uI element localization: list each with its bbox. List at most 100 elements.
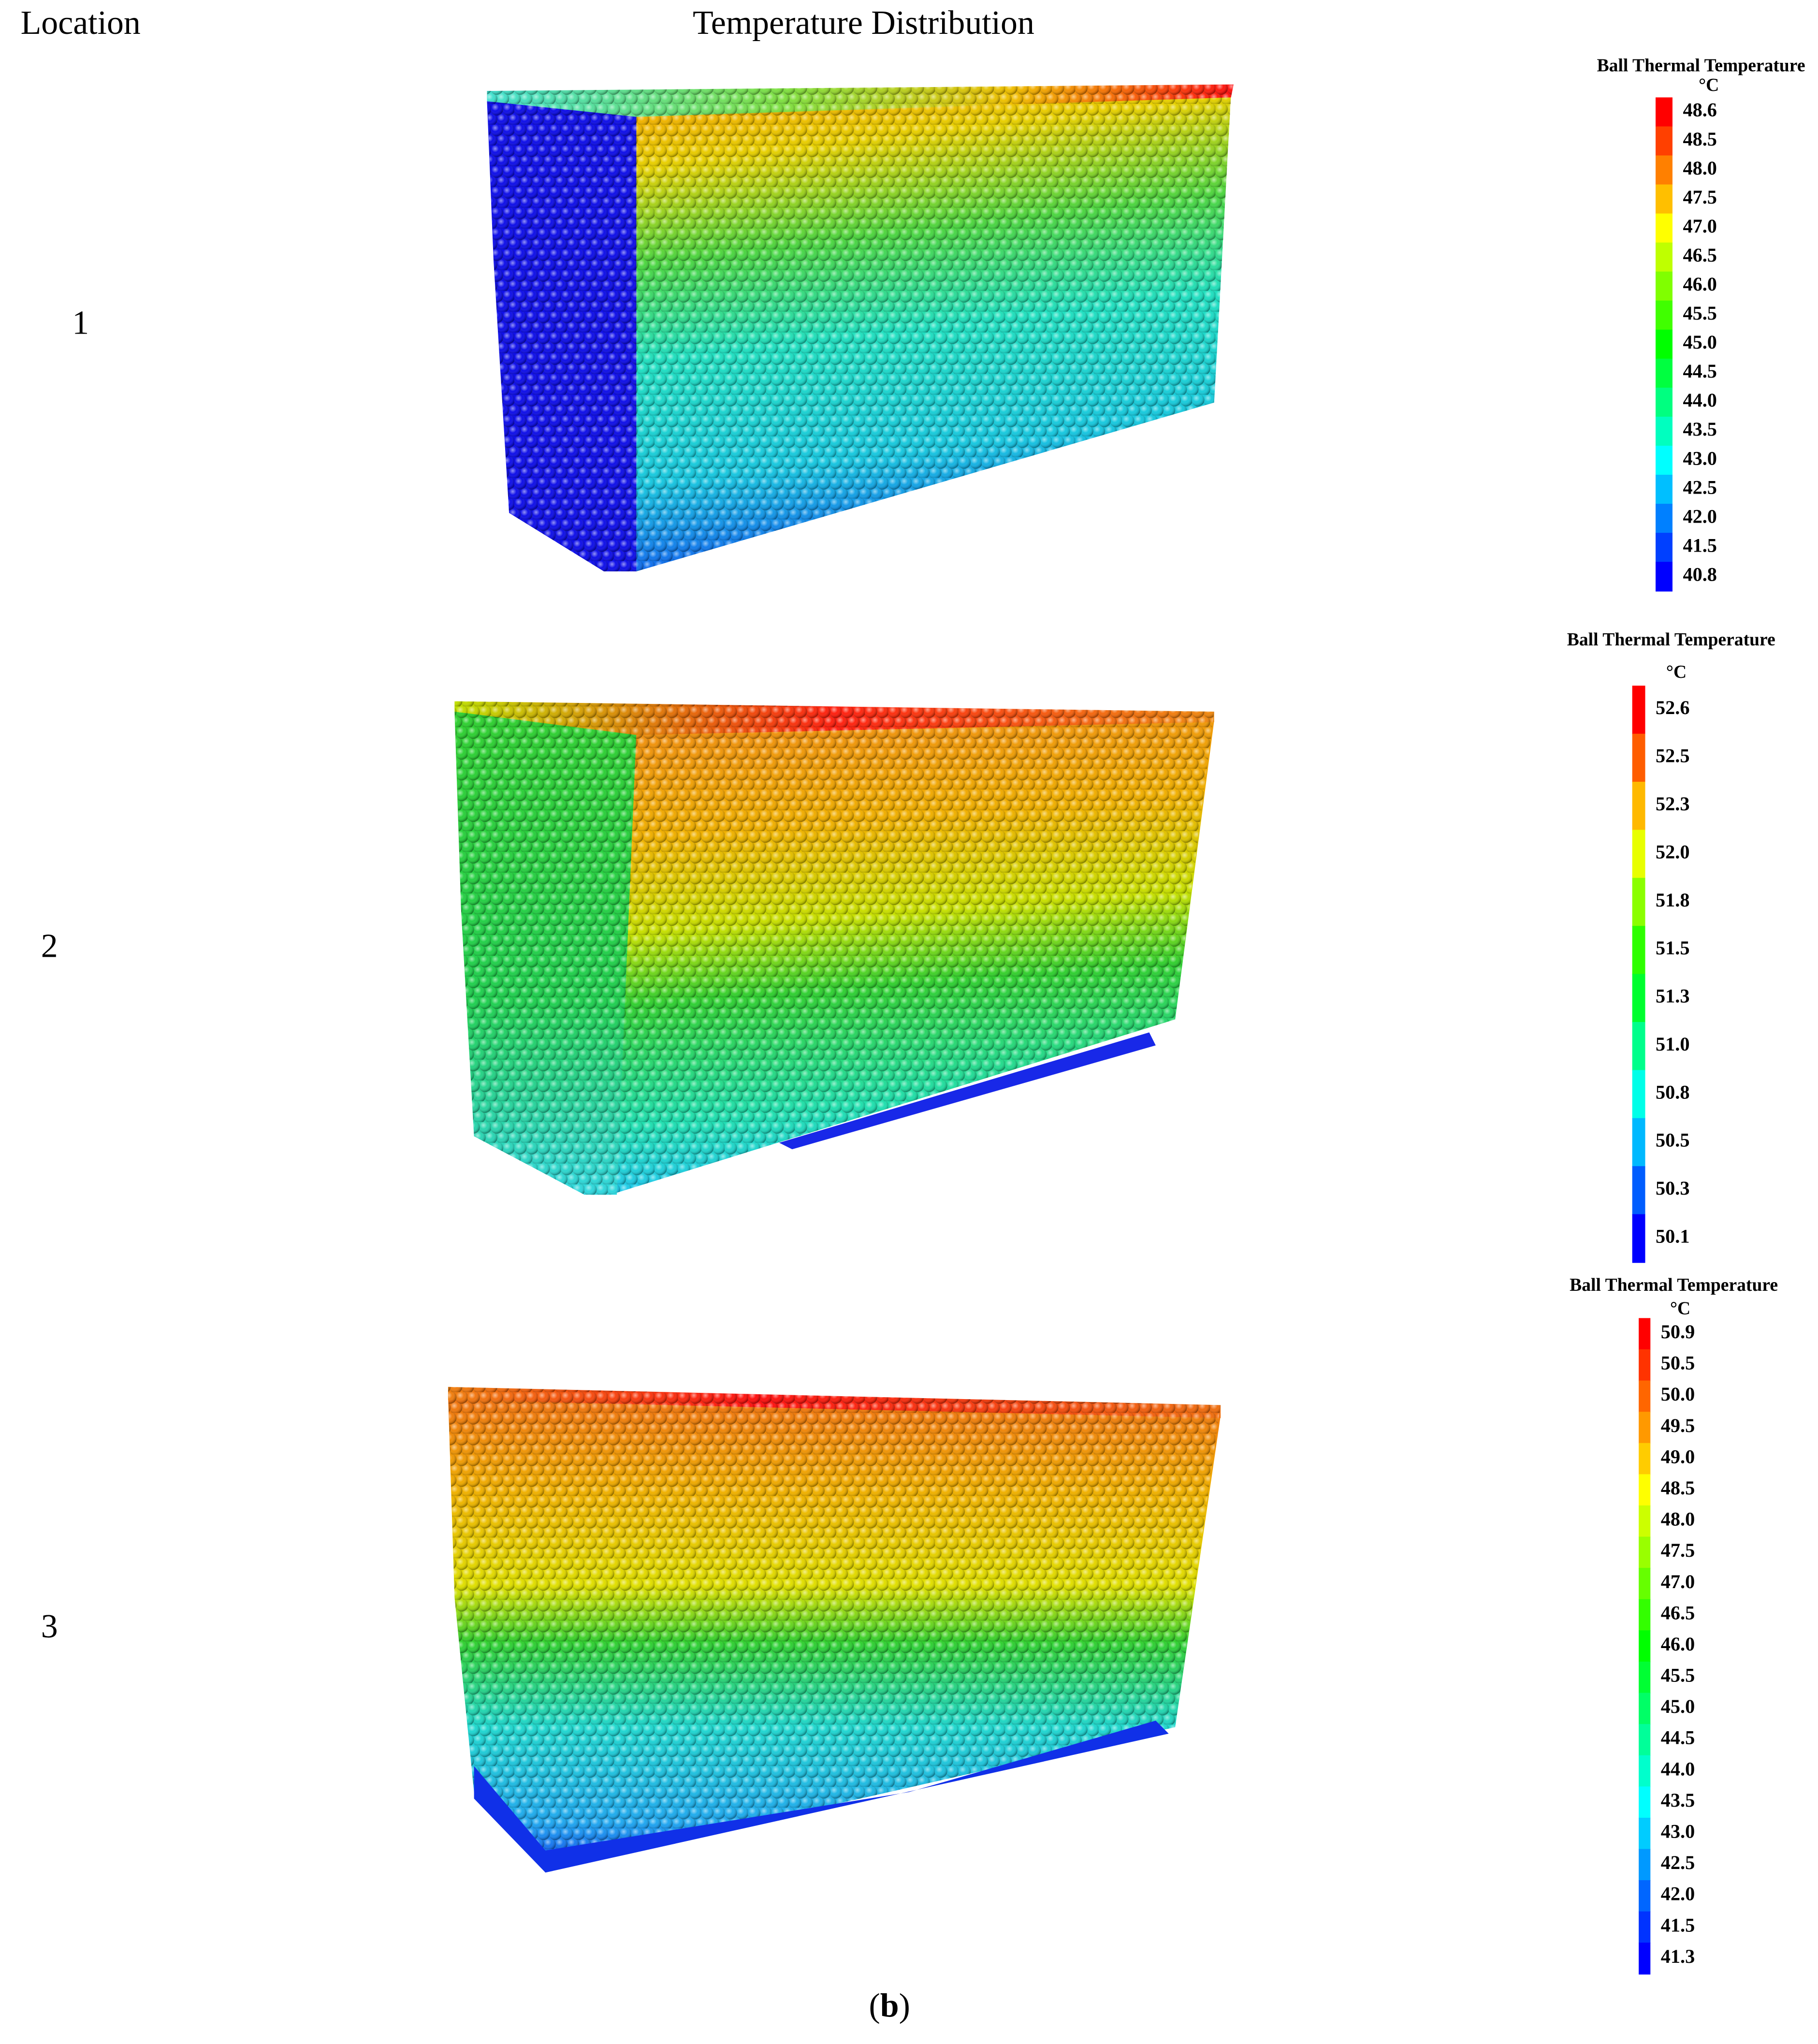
legend-tick: 51.3 — [1656, 985, 1690, 1007]
legend-tick: 52.0 — [1656, 841, 1690, 862]
colorbar-segment — [1656, 329, 1673, 360]
legend-tick: 48.6 — [1683, 99, 1717, 121]
legend-unit: °C — [1699, 75, 1719, 95]
legend-tick: 43.0 — [1683, 447, 1717, 469]
colorbar-segment — [1639, 1724, 1651, 1756]
legend-title: Ball Thermal Temperature — [1567, 629, 1775, 650]
colorbar-segment — [1639, 1755, 1651, 1787]
legend-unit: °C — [1666, 662, 1687, 682]
legend-tick: 47.5 — [1661, 1539, 1695, 1561]
caption-open: ( — [869, 1987, 880, 2025]
legend-tick: 43.0 — [1661, 1821, 1695, 1842]
colorbar-segment — [1632, 733, 1645, 783]
colorbar-segment — [1656, 416, 1673, 447]
legend-tick: 46.5 — [1683, 244, 1717, 266]
legend-tick: 52.3 — [1656, 793, 1690, 815]
colorbar-segment — [1639, 1661, 1651, 1694]
legend-tick: 50.0 — [1661, 1383, 1695, 1405]
colorbar-segment — [1639, 1599, 1651, 1631]
colorbar-segment — [1656, 300, 1673, 331]
colorbar-segment — [1639, 1349, 1651, 1381]
title-header: Temperature Distribution — [693, 4, 1034, 42]
legend-tick: 48.5 — [1661, 1477, 1695, 1499]
legend-tick: 45.0 — [1683, 331, 1717, 353]
colorbar-segment — [1639, 1318, 1651, 1350]
colorbar-segment — [1632, 1118, 1645, 1167]
colorbar-segment — [1632, 926, 1645, 975]
colorbar-segment — [1632, 1022, 1645, 1071]
legend-tick: 46.0 — [1661, 1633, 1695, 1655]
legend-tick: 50.8 — [1656, 1081, 1690, 1103]
legend-tick: 41.5 — [1661, 1914, 1695, 1936]
legend-tick: 50.5 — [1661, 1352, 1695, 1374]
legend-tick: 52.5 — [1656, 745, 1690, 767]
legend-tick: 42.0 — [1683, 505, 1717, 527]
legend-tick: 51.8 — [1656, 889, 1690, 911]
colorbar-segment — [1656, 387, 1673, 418]
colorbar-segment — [1639, 1786, 1651, 1819]
legend-tick: 51.5 — [1656, 937, 1690, 959]
location-header: Location — [21, 4, 141, 42]
colorbar-segment — [1656, 97, 1673, 127]
legend-tick: 42.5 — [1683, 476, 1717, 498]
colorbar-segment — [1656, 358, 1673, 389]
colorbar-segment — [1656, 271, 1673, 302]
legend-tick: 47.0 — [1683, 215, 1717, 237]
legend-tick: 48.5 — [1683, 128, 1717, 150]
legend-tick: 43.5 — [1683, 418, 1717, 440]
colorbar-segment — [1656, 184, 1673, 214]
particle-block — [487, 84, 1234, 571]
legend-tick: 47.5 — [1683, 186, 1717, 208]
row-label: 2 — [41, 928, 58, 965]
row-label: 1 — [72, 304, 89, 341]
colorbar-segment — [1639, 1630, 1651, 1663]
colorbar-segment — [1656, 562, 1673, 592]
legend-title: Ball Thermal Temperature — [1597, 56, 1805, 76]
particle-block — [454, 701, 1214, 1195]
colorbar-segment — [1639, 1412, 1651, 1444]
legend-title: Ball Thermal Temperature — [1570, 1275, 1778, 1295]
colorbar-segment — [1632, 830, 1645, 879]
legend-tick: 44.5 — [1661, 1727, 1695, 1749]
colorbar-segment — [1639, 1536, 1651, 1569]
colorbar-segment — [1639, 1849, 1651, 1881]
colorbar-segment — [1656, 213, 1673, 244]
legend-tick: 45.5 — [1661, 1664, 1695, 1686]
legend-tick: 48.0 — [1683, 157, 1717, 179]
caption-letter: b — [880, 1987, 899, 2025]
caption: (b) — [869, 1987, 910, 2025]
row-label: 3 — [41, 1608, 58, 1645]
colorbar-segment — [1632, 686, 1645, 735]
colorbar-segment — [1656, 126, 1673, 156]
colorbar-segment — [1632, 782, 1645, 831]
legend-tick: 46.5 — [1661, 1602, 1695, 1623]
colorbar-segment — [1656, 504, 1673, 534]
legend-tick: 50.9 — [1661, 1321, 1695, 1343]
colorbar-segment — [1656, 533, 1673, 563]
colorbar-segment — [1656, 242, 1673, 273]
legend-unit: °C — [1670, 1298, 1690, 1318]
legend-tick: 42.5 — [1661, 1852, 1695, 1873]
legend-tick: 50.3 — [1656, 1177, 1690, 1199]
colorbar-segment — [1632, 1214, 1645, 1263]
colorbar-segment — [1639, 1474, 1651, 1506]
legend-tick: 45.0 — [1661, 1695, 1695, 1717]
colorbar-segment — [1639, 1880, 1651, 1913]
colorbar-segment — [1639, 1693, 1651, 1725]
legend-tick: 42.0 — [1661, 1883, 1695, 1905]
colorbar-segment — [1632, 1166, 1645, 1215]
legend-tick: 47.0 — [1661, 1571, 1695, 1592]
legend-tick: 50.5 — [1656, 1129, 1690, 1151]
colorbar-segment — [1632, 877, 1645, 927]
legend-tick: 51.0 — [1656, 1033, 1690, 1055]
legend-tick: 45.5 — [1683, 302, 1717, 324]
legend-tick: 43.5 — [1661, 1789, 1695, 1811]
colorbar-segment — [1639, 1443, 1651, 1475]
colorbar-segment — [1639, 1911, 1651, 1943]
legend-tick: 48.0 — [1661, 1508, 1695, 1530]
legend-tick: 49.5 — [1661, 1415, 1695, 1436]
legend-tick: 44.5 — [1683, 360, 1717, 382]
legend-tick: 41.3 — [1661, 1945, 1695, 1967]
colorbar-segment — [1639, 1505, 1651, 1537]
